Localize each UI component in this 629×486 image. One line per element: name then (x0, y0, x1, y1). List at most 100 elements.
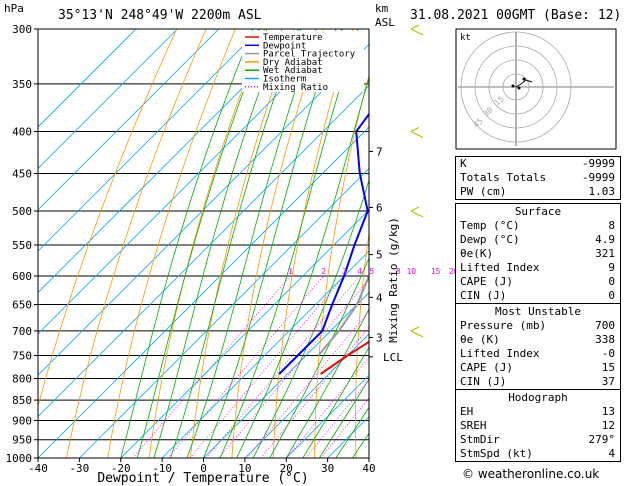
wind-barb-icon (410, 326, 424, 338)
temperature-tick-label: 0 (200, 462, 207, 475)
km-tick-label: 3 (376, 331, 383, 344)
pressure-tick-label: 650 (12, 299, 32, 312)
wet-adiabat-line (319, 378, 369, 458)
x-axis-label: Dewpoint / Temperature (°C) (97, 471, 308, 486)
mixing-ratio-label: 3 (342, 267, 347, 276)
isotherm-line (161, 250, 369, 458)
km-tick-label: 4 (376, 291, 383, 304)
legend-entry: Dewpoint (263, 41, 306, 51)
temperature-tick-label: -20 (111, 462, 131, 475)
surface-row: Dewp (°C) 4.9 (460, 233, 615, 246)
isotherm-line (38, 85, 369, 418)
wet-adiabat-line (285, 308, 369, 458)
wet-adiabat-line (203, 29, 337, 458)
wet-adiabat-line (186, 29, 317, 458)
mu-row: CIN (J) 37 (460, 375, 615, 388)
hodo-trace (515, 79, 533, 88)
hodograph-kt-label: kt (460, 33, 471, 43)
hodo-row: SREH 12 (460, 419, 615, 432)
mixing-ratio-label: 20 (449, 267, 459, 276)
pressure-tick-label: 400 (12, 126, 32, 139)
mixing-ratio-label: 2 (321, 267, 326, 276)
legend-entry: Parcel Trajectory (263, 50, 356, 60)
pressure-tick-label: 550 (12, 239, 32, 252)
mu-row: Lifted Index -0 (460, 347, 615, 360)
hodo-row: StmDir 279° (460, 433, 615, 446)
dry-adiabat-line (355, 230, 369, 458)
pressure-tick-label: 350 (12, 78, 32, 91)
mu-row: Pressure (mb) 700 (460, 319, 615, 332)
parameters-table: Surface Temp (°C) 8 Dewp (°C) 4.9 θe(K) 321… (455, 203, 621, 462)
index-row-totals: Totals Totals -9999 (460, 171, 615, 184)
hodograph-table-title: Hodograph (456, 389, 620, 405)
legend-entry: Temperature (263, 33, 323, 43)
wet-adiabat-line (120, 29, 254, 458)
pressure-tick-label: 300 (12, 23, 32, 36)
profiles (278, 112, 369, 375)
temperature-tick-label: 30 (321, 462, 334, 475)
pressure-tick-label: 950 (12, 434, 32, 447)
mixing-ratio-label: 10 (406, 267, 416, 276)
temperature-axis: -40 -30 -20 -10 0 10 20 30 40 (28, 458, 376, 475)
pressure-tick-label: 450 (12, 167, 32, 180)
mixing-ratio-line (189, 275, 345, 458)
mu-row: θe (K) 338 (460, 333, 615, 346)
dry-adiabat-line (38, 29, 178, 408)
dry-adiabat-line (148, 29, 266, 458)
dry-adiabat-line (395, 29, 441, 458)
indices-table: K -9999 Totals Totals -9999 PW (cm) 1.03 (455, 156, 621, 200)
km-label: km (375, 2, 389, 15)
temperature-tick-label: 10 (238, 462, 251, 475)
isotherm-line (38, 29, 178, 169)
wet-adiabat-line (252, 178, 369, 458)
surface-title: Surface (514, 205, 562, 218)
surface-row: CIN (J) 0 (460, 289, 615, 302)
surface-row: Lifted Index 9 (460, 261, 615, 274)
legend-entry: Mixing Ratio (263, 83, 328, 93)
wet-adiabat-line (170, 29, 299, 458)
hodo-row: StmSpd (kt) 4 (460, 447, 615, 460)
wet-adiabat-line (236, 76, 369, 458)
hpa-label: hPa (4, 2, 24, 15)
pressure-tick-label: 500 (12, 205, 32, 218)
km-tick-label: 7 (376, 145, 383, 158)
dewpoint-profile (278, 112, 369, 375)
dry-adiabat-line (107, 29, 236, 458)
km-tick-label: 6 (376, 201, 383, 214)
legend-entry: Isotherm (263, 75, 306, 85)
most-unstable-title: Most Unstable (456, 303, 620, 319)
mixing-ratio-label: 5 (369, 267, 374, 276)
index-row-k: K -9999 (460, 157, 615, 170)
dry-adiabat-line (65, 29, 207, 458)
parcel-trajectory (317, 272, 369, 357)
wind-barb-icon (410, 206, 424, 218)
wind-barbs (410, 24, 424, 338)
pressure-tick-label: 1000 (6, 452, 33, 465)
isotherm-line (203, 291, 369, 458)
temperature-tick-label: -40 (28, 462, 48, 475)
mixing-ratio-line (286, 356, 369, 458)
mixing-ratio-label: 4 (357, 267, 362, 276)
isotherm-line (38, 29, 302, 294)
km-tick-label: 5 (376, 249, 383, 262)
temperature-tick-label: 40 (362, 462, 375, 475)
wet-adiabat-line (136, 29, 268, 458)
surface-row: θe(K) 321 (460, 247, 615, 260)
temperature-tick-label: -10 (152, 462, 172, 475)
hodograph: kt 45 30 15 (455, 28, 617, 150)
wind-barb-icon (410, 126, 424, 139)
asl-label: ASL (375, 16, 395, 29)
mixing-ratio-axis-label: Mixing Ratio (g/kg) (387, 217, 400, 343)
pressure-tick-label: 850 (12, 394, 32, 407)
dry-adiabat-line (314, 73, 369, 458)
copyright[interactable]: © weatheronline.co.uk (462, 467, 600, 481)
isotherm-line (38, 29, 220, 211)
datetime-title: 31.08.2021 00GMT (Base: 12) (410, 8, 621, 23)
mu-row: CAPE (J) 15 (460, 361, 615, 374)
pressure-tick-label: 600 (12, 270, 32, 283)
surface-row: CAPE (J) 0 (460, 275, 615, 288)
wet-adiabat-line (153, 29, 283, 458)
legend-background (242, 31, 364, 92)
